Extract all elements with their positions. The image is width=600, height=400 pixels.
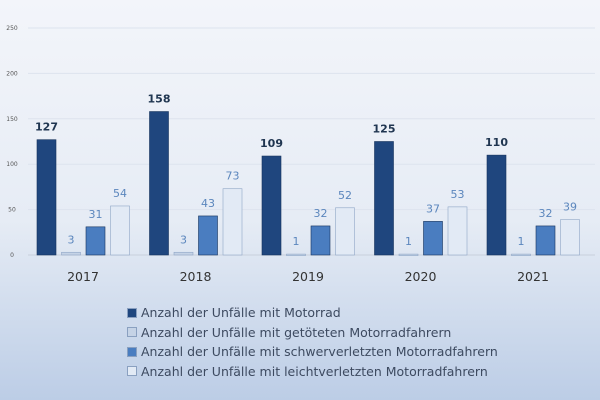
x-tick-label: 2017 [67,269,99,284]
x-tick-label: 2021 [517,269,549,284]
bar [486,154,507,256]
legend-item: Anzahl der Unfälle mit Motorrad [127,303,498,323]
data-label: 127 [35,121,58,134]
data-label: 110 [485,136,508,149]
data-label: 3 [68,233,75,246]
legend-label: Anzahl der Unfälle mit schwerverletzten … [141,344,498,359]
bar [85,226,106,256]
data-label: 54 [113,187,127,200]
legend-swatch [127,327,137,338]
legend-item: Anzahl der Unfälle mit getöteten Motorra… [127,323,498,343]
data-label: 32 [314,207,328,220]
legend-label: Anzahl der Unfälle mit Motorrad [141,305,341,320]
bar [286,253,306,256]
data-label: 109 [260,137,283,150]
bar [149,111,169,256]
y-tick-label: 0 [10,252,14,259]
legend-label: Anzahl der Unfälle mit leichtverletzten … [141,363,488,379]
data-label: 52 [338,189,352,202]
legend-swatch [127,366,137,377]
y-tick-label: 200 [6,70,18,77]
y-tick-label: 150 [6,116,18,123]
data-label: 31 [89,208,103,221]
y-tick-label: 100 [6,161,18,168]
bar [423,221,443,256]
legend-swatch [127,307,137,318]
legend-item: Anzahl der Unfälle mit leichtverletzten … [127,362,498,382]
data-label: 32 [539,207,553,220]
data-label: 43 [201,197,215,210]
bar [173,251,194,256]
bar [398,253,419,256]
data-label: 1 [405,235,412,248]
legend: Anzahl der Unfälle mit Motorrad Anzahl d… [127,303,498,381]
legend-item: Anzahl der Unfälle mit schwerverletzten … [127,342,498,362]
data-label: 125 [373,123,396,136]
bar [374,141,394,256]
bar [222,188,243,256]
bar [198,215,218,256]
bar [560,219,580,256]
legend-swatch [127,346,137,357]
data-label: 1 [293,235,300,248]
data-label: 1 [518,235,525,248]
bar [261,155,282,256]
legend-label: Anzahl der Unfälle mit getöteten Motorra… [141,324,452,340]
data-label: 73 [226,170,240,183]
bar [310,225,331,256]
bar [447,206,468,256]
bar [36,139,57,256]
x-tick-label: 2018 [180,269,212,284]
data-label: 53 [451,188,465,201]
bar [511,253,531,256]
bar [110,205,130,256]
bar [535,225,556,256]
bar [61,251,81,256]
x-tick-label: 2019 [292,269,324,284]
data-label: 37 [426,202,440,215]
y-tick-label: 250 [6,25,18,32]
data-label: 158 [148,93,171,106]
data-label: 39 [563,201,577,214]
bar [335,207,355,256]
data-label: 3 [180,233,187,246]
x-tick-label: 2020 [405,269,437,284]
y-tick-label: 50 [8,207,16,214]
